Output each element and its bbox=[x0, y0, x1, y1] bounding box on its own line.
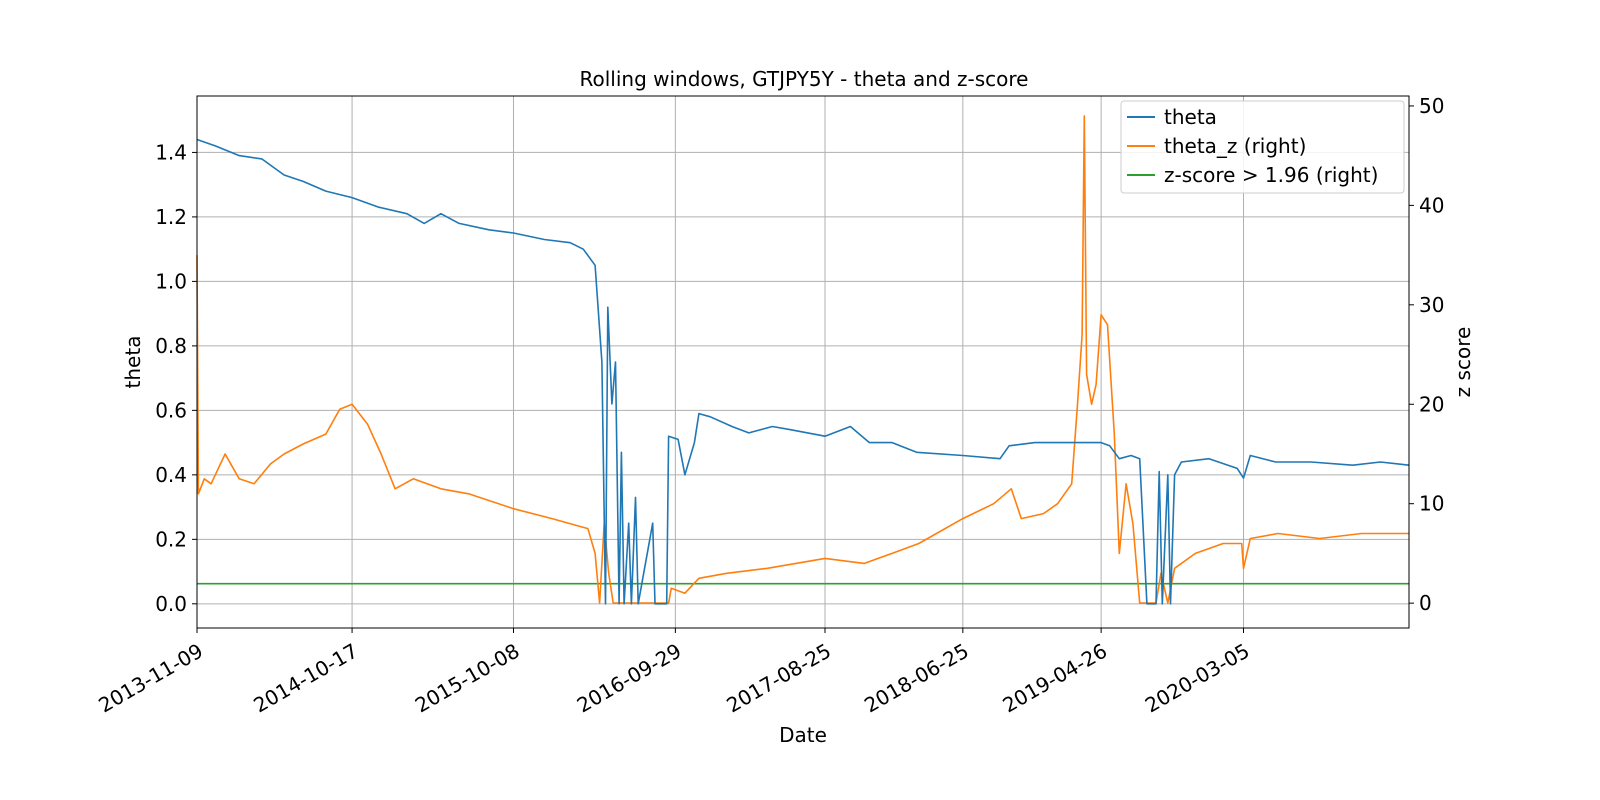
y-right-tick-label: 0 bbox=[1419, 591, 1432, 615]
y-right-tick-label: 40 bbox=[1419, 193, 1444, 217]
y-left-tick-label: 0.6 bbox=[155, 398, 187, 422]
y-right-tick-label: 30 bbox=[1419, 293, 1444, 317]
x-axis-label: Date bbox=[779, 723, 827, 747]
y-axis-label-right: z score bbox=[1451, 327, 1475, 398]
y-left-tick-label: 0.4 bbox=[155, 463, 187, 487]
legend-label: theta bbox=[1164, 105, 1217, 129]
y-right-tick-label: 10 bbox=[1419, 492, 1444, 516]
y-right-tick-label: 20 bbox=[1419, 392, 1444, 416]
y-left-tick-label: 0.2 bbox=[155, 527, 187, 551]
y-left-tick-label: 1.4 bbox=[155, 140, 187, 164]
legend: theta theta_z (right) z-score > 1.96 (righ… bbox=[1120, 100, 1405, 194]
grid bbox=[197, 96, 1409, 628]
y-left-tick-label: 0.0 bbox=[155, 592, 187, 616]
plot-frame bbox=[196, 95, 1410, 629]
legend-box bbox=[1120, 100, 1405, 194]
legend-label: z-score > 1.96 (right) bbox=[1164, 163, 1378, 187]
y-axis-label-left: theta bbox=[121, 336, 145, 389]
series-line-theta bbox=[196, 138, 1410, 605]
legend-label: theta_z (right) bbox=[1164, 134, 1306, 158]
series-layer bbox=[196, 115, 1410, 605]
y-right-tick-label: 50 bbox=[1419, 94, 1444, 118]
y-left-tick-label: 1.2 bbox=[155, 205, 187, 229]
y-left-tick-label: 1.0 bbox=[155, 269, 187, 293]
y-left-tick-label: 0.8 bbox=[155, 334, 187, 358]
chart-title: Rolling windows, GTJPY5Y - theta and z-s… bbox=[580, 67, 1029, 91]
